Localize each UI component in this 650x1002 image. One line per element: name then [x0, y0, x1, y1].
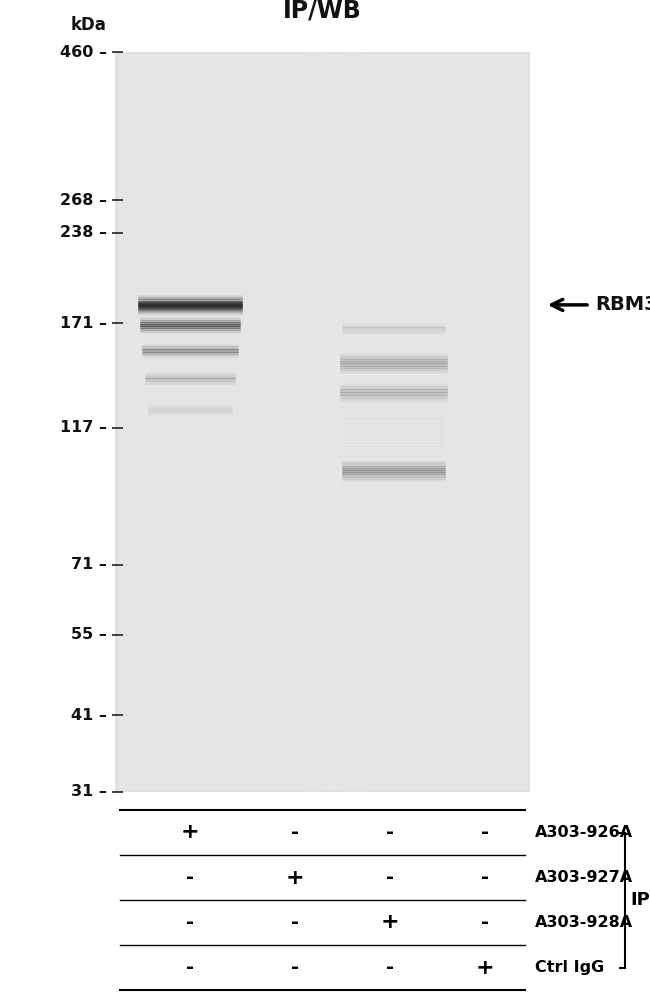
Text: A303-928A: A303-928A	[535, 915, 633, 930]
Bar	[406, 52, 426, 792]
Bar	[239, 52, 260, 792]
Text: IP/WB: IP/WB	[283, 0, 362, 22]
Bar	[157, 52, 177, 792]
Text: -: -	[291, 958, 299, 977]
Text: +: +	[286, 868, 304, 888]
Text: 71 –: 71 –	[71, 557, 107, 572]
Text: Ctrl IgG: Ctrl IgG	[535, 960, 604, 975]
Text: 238 –: 238 –	[60, 225, 107, 240]
Text: -: -	[186, 958, 194, 977]
Text: kDa: kDa	[71, 16, 107, 34]
Text: +: +	[476, 958, 494, 978]
Text: 268 –: 268 –	[60, 192, 107, 207]
Text: 55 –: 55 –	[71, 627, 107, 642]
Text: -: -	[481, 868, 489, 887]
Bar	[343, 52, 364, 792]
Text: -: -	[291, 913, 299, 932]
Text: -: -	[186, 868, 194, 887]
Bar	[447, 52, 468, 792]
Bar	[489, 52, 509, 792]
Text: RBM33: RBM33	[595, 296, 650, 315]
Bar	[260, 52, 281, 792]
Text: IP: IP	[630, 891, 650, 909]
Bar	[115, 52, 530, 792]
Text: 31 –: 31 –	[71, 785, 107, 800]
Bar	[219, 52, 239, 792]
Bar	[136, 52, 157, 792]
Text: -: -	[386, 823, 394, 842]
Text: -: -	[386, 958, 394, 977]
Text: -: -	[481, 823, 489, 842]
Bar	[509, 52, 530, 792]
Text: 41 –: 41 –	[71, 707, 107, 722]
Bar	[322, 52, 343, 792]
Bar	[468, 52, 489, 792]
Bar	[198, 52, 219, 792]
Text: 460 –: 460 –	[60, 44, 107, 59]
Text: A303-927A: A303-927A	[535, 870, 633, 885]
Text: A303-926A: A303-926A	[535, 825, 633, 840]
Text: 117 –: 117 –	[60, 420, 107, 435]
Text: -: -	[481, 913, 489, 932]
Text: +: +	[381, 913, 399, 933]
Bar	[115, 52, 136, 792]
Bar	[426, 52, 447, 792]
Bar	[117, 54, 528, 790]
Text: -: -	[291, 823, 299, 842]
Text: -: -	[386, 868, 394, 887]
Bar	[281, 52, 302, 792]
Bar	[302, 52, 322, 792]
Text: +: +	[181, 823, 200, 843]
Text: -: -	[186, 913, 194, 932]
Bar	[385, 52, 406, 792]
Text: 171 –: 171 –	[60, 316, 107, 331]
Bar	[364, 52, 385, 792]
Bar	[177, 52, 198, 792]
